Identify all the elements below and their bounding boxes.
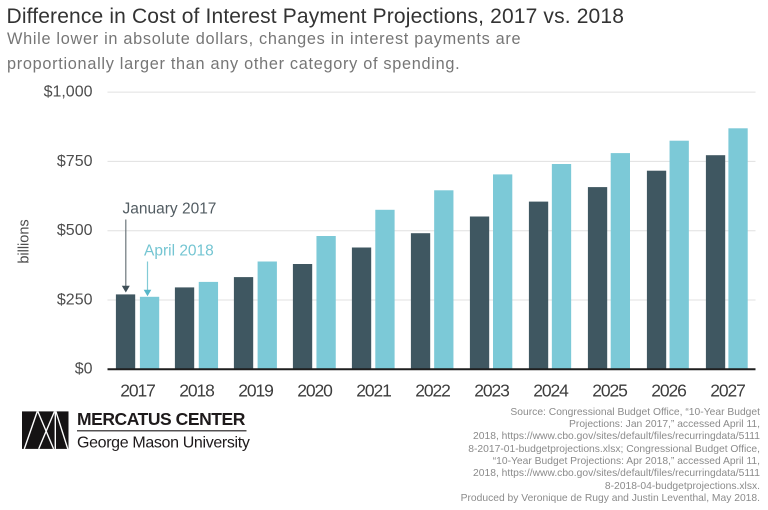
svg-text:2023: 2023 — [474, 381, 509, 401]
svg-text:George Mason University: George Mason University — [77, 435, 250, 452]
svg-text:2019: 2019 — [238, 381, 273, 401]
svg-text:$500: $500 — [57, 222, 93, 239]
svg-text:$0: $0 — [75, 361, 93, 378]
svg-text:2017: 2017 — [120, 381, 155, 401]
svg-text:MERCATUS CENTER: MERCATUS CENTER — [77, 409, 246, 429]
svg-text:April 2018: April 2018 — [144, 242, 214, 259]
svg-text:$750: $750 — [57, 153, 93, 170]
svg-text:2026: 2026 — [651, 381, 686, 401]
svg-text:billions: billions — [17, 219, 33, 263]
svg-text:January 2017: January 2017 — [123, 201, 217, 218]
svg-text:2018: 2018 — [179, 381, 214, 401]
svg-text:2021: 2021 — [356, 381, 391, 401]
svg-text:2022: 2022 — [415, 381, 450, 401]
svg-text:2024: 2024 — [533, 381, 569, 401]
svg-text:2027: 2027 — [710, 381, 745, 401]
svg-text:2025: 2025 — [592, 381, 627, 401]
svg-text:$1,000: $1,000 — [44, 84, 93, 101]
svg-text:2020: 2020 — [297, 381, 333, 401]
svg-text:$250: $250 — [57, 291, 93, 308]
